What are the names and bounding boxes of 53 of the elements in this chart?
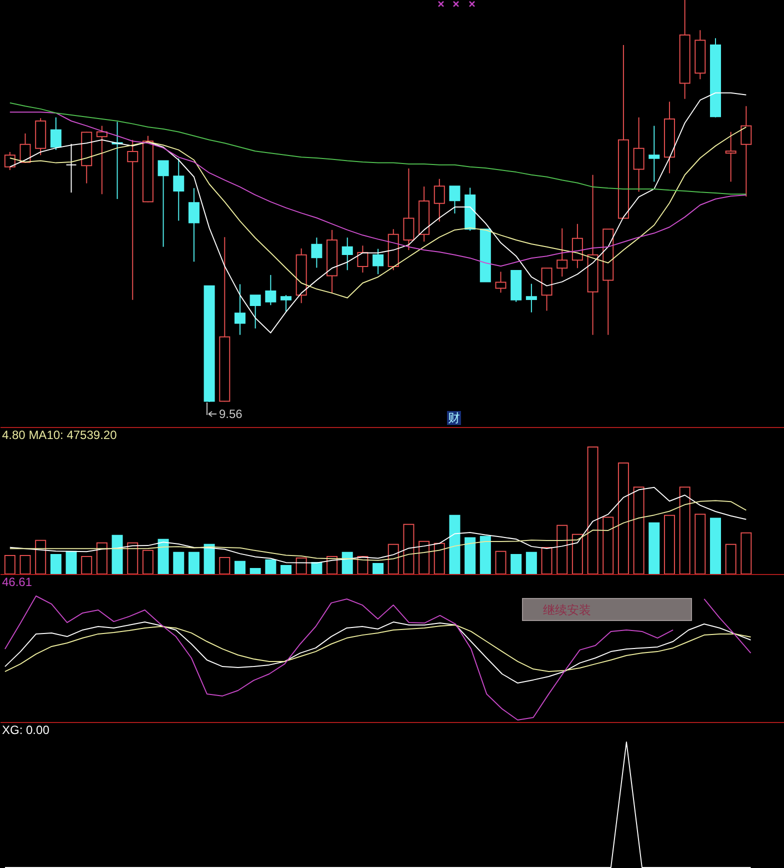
candlestick (188, 188, 200, 262)
candlestick (495, 271, 506, 294)
candlestick (342, 237, 353, 271)
chart-title: XG: 0.00 (2, 723, 50, 737)
bar (449, 514, 460, 574)
chart-title: 4.80 MA10: 47539.20 (2, 428, 118, 442)
bar (112, 534, 123, 574)
candlestick (648, 125, 660, 182)
bar (464, 537, 476, 574)
candlestick (725, 131, 736, 182)
bar (234, 560, 246, 574)
bar (188, 552, 200, 574)
button: 继续安装 (522, 598, 692, 621)
bar (710, 518, 721, 574)
candlestick (740, 106, 752, 198)
candlestick (4, 151, 16, 171)
bar (173, 552, 184, 574)
bar (250, 568, 261, 574)
bar (526, 552, 537, 574)
candlestick (250, 294, 261, 329)
candlestick (265, 274, 276, 306)
tag: 财 (447, 411, 461, 425)
bar (204, 544, 215, 574)
candlestick (556, 228, 568, 278)
candlestick (311, 237, 322, 268)
candlestick (526, 283, 537, 313)
candlestick (572, 223, 583, 269)
bar (280, 564, 292, 574)
candlestick (66, 143, 77, 194)
bar (510, 554, 522, 574)
candlestick (173, 158, 184, 222)
candlestick (449, 186, 460, 214)
candlestick (127, 139, 138, 300)
candlestick (280, 294, 292, 312)
bar (158, 538, 169, 574)
candlestick (403, 168, 414, 251)
candlestick (158, 160, 169, 248)
bar (311, 562, 322, 574)
candlestick (50, 116, 62, 150)
bar (372, 562, 384, 574)
candlestick (633, 116, 644, 192)
bar (50, 554, 62, 574)
candlestick (372, 248, 384, 275)
candlestick (357, 245, 368, 274)
candlestick (434, 178, 445, 222)
text: 9.56 (219, 407, 242, 421)
candlestick (234, 284, 246, 336)
bar (480, 536, 491, 574)
bar (342, 552, 353, 574)
chart-title: 46.61 (2, 575, 32, 589)
bar (265, 559, 276, 574)
bar (648, 522, 660, 574)
bar (66, 550, 77, 574)
